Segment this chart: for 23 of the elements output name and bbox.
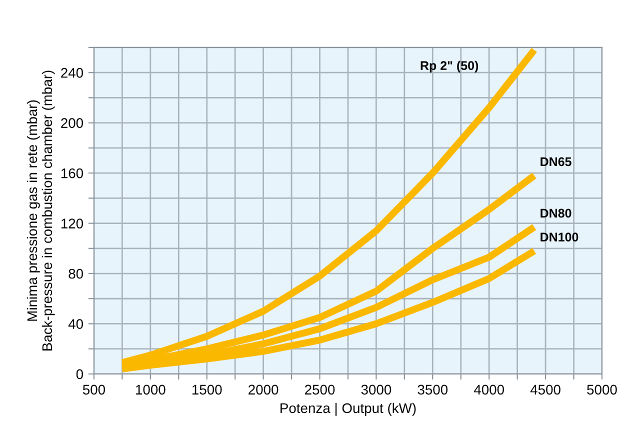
y-tick-label: 240 xyxy=(61,68,84,78)
x-tick-label: 500 xyxy=(82,384,106,395)
x-tick-label: 2500 xyxy=(305,384,335,395)
y-tick-label: 200 xyxy=(61,118,84,128)
x-tick-label: 4500 xyxy=(530,384,560,395)
y-tick-label: 160 xyxy=(61,168,84,178)
y-tick-label: 80 xyxy=(68,268,84,279)
y-tick-label: 40 xyxy=(68,319,84,329)
x-axis-title: Potenza | Output (kW) xyxy=(280,402,416,416)
x-tick-label: 1500 xyxy=(192,384,222,395)
x-tick-label: 5000 xyxy=(587,384,617,395)
x-tick-label: 3000 xyxy=(361,384,392,395)
series-label: DN100 xyxy=(540,232,578,242)
x-tick-label: 1000 xyxy=(136,384,166,395)
text: Rp 2" (50) xyxy=(420,60,478,72)
series-label: DN80 xyxy=(540,208,572,218)
y-axis-title: Minima pressione gas in rete (mbar) Back-pressure in combustion chamber (mbar) xyxy=(26,70,55,350)
x-tick-label: 3500 xyxy=(418,384,448,395)
y-tick-label: 120 xyxy=(61,218,84,228)
y-tick-label: 0 xyxy=(76,369,84,380)
series-label: DN65 xyxy=(540,157,572,166)
x-tick-label: 2000 xyxy=(248,384,278,395)
x-tick-label: 4000 xyxy=(474,384,504,395)
